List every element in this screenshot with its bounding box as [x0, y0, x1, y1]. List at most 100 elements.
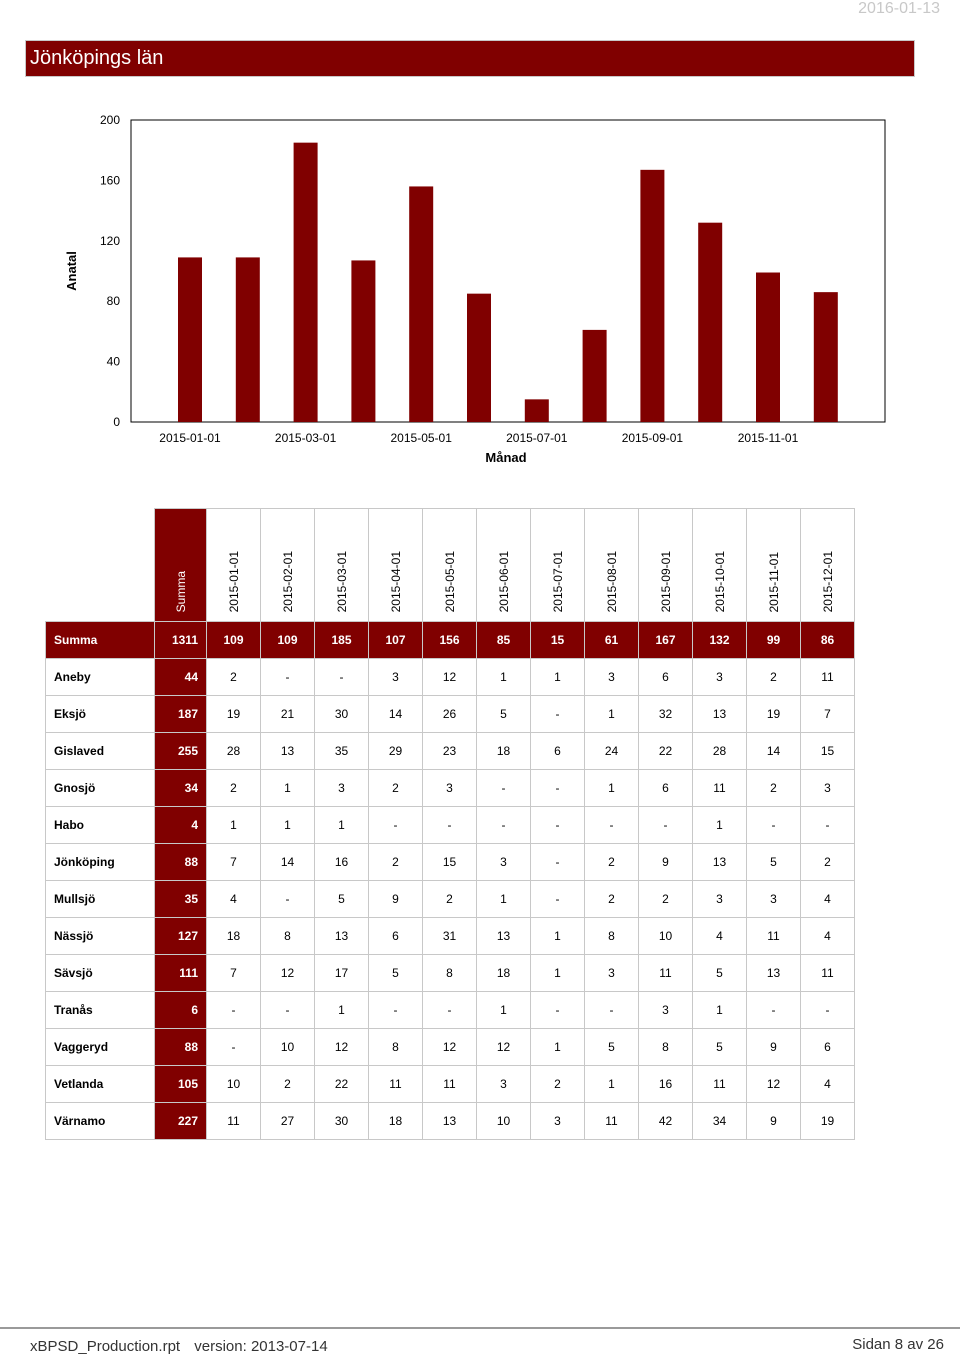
table-cell: 5: [692, 1028, 747, 1066]
table-cell: 2: [206, 658, 261, 696]
table-row: Mullsjö 35 4-5 9 2 1-2 2 3 3 4: [45, 880, 855, 918]
table-header-row: Summa 2015-01-01 2015-02-01 2015-03-01 2015-…: [46, 508, 855, 622]
row-label: Habo: [45, 806, 155, 844]
table-cell: 31: [422, 917, 477, 955]
table-cell: 5: [314, 880, 369, 918]
bar-2015-10-01: [698, 222, 723, 422]
y-axis-title: Anatal: [64, 251, 79, 291]
x-axis-title: Månad: [485, 450, 526, 465]
table-cell: -: [314, 658, 369, 696]
row-total: 1311: [154, 621, 207, 659]
table-cell: 2: [800, 843, 855, 881]
row-total: 44: [154, 658, 207, 696]
table-cell: 1: [530, 917, 585, 955]
column-header-label: 2015-10-01: [712, 550, 727, 612]
table-cell: 6: [530, 732, 585, 770]
table-cell: 2: [422, 880, 477, 918]
table-cell: 11: [368, 1065, 423, 1103]
table-cell: 3: [476, 843, 531, 881]
column-header-2015-11-01: 2015-11-01: [746, 508, 801, 622]
table-cell: 11: [638, 954, 693, 992]
row-total: 111: [154, 954, 207, 992]
table-cell: -: [584, 806, 639, 844]
table-cell: -: [530, 880, 585, 918]
table-cell: -: [638, 806, 693, 844]
table-cell: 18: [476, 954, 531, 992]
row-total: 4: [154, 806, 207, 844]
table-cell: 3: [638, 991, 693, 1029]
table-cell: 2: [368, 843, 423, 881]
table-cell: 13: [476, 917, 531, 955]
table-cell: 3: [476, 1065, 531, 1103]
table-cell: -: [800, 991, 855, 1029]
table-cell: 12: [314, 1028, 369, 1066]
page-title: Jönköpings län: [30, 47, 164, 69]
column-header-label: 2015-12-01: [820, 550, 835, 612]
column-header-label: 2015-08-01: [604, 550, 619, 612]
table-cell: 10: [638, 917, 693, 955]
table-cell: 2: [746, 658, 801, 696]
table-cell: 2: [206, 769, 261, 807]
table-cell: 8: [422, 954, 477, 992]
table-cell: 19: [206, 695, 261, 733]
table-cell: -: [368, 991, 423, 1029]
page-number: Sidan 8 av 26: [852, 1336, 944, 1353]
table-row: Gislaved 255 28 13 35 29 23 18 6 24 22 28 14 15: [45, 732, 855, 770]
table-cell: 5: [692, 954, 747, 992]
footer-info: xBPSD_Production.rpt version: 2013-07-14: [30, 1338, 338, 1355]
table-cell: 8: [260, 917, 315, 955]
table-corner: [46, 509, 155, 622]
table-cell: 32: [638, 695, 693, 733]
table-cell: 14: [746, 732, 801, 770]
table-cell: 3: [800, 769, 855, 807]
table-cell: 23: [422, 732, 477, 770]
table-row: Jönköping 88 7 14 16 2 15 3-2 9 13 5 2: [45, 843, 855, 881]
bar-2015-07-01: [524, 399, 549, 422]
table-cell: 22: [638, 732, 693, 770]
column-header-label: 2015-04-01: [388, 550, 403, 612]
table-cell: 1: [476, 991, 531, 1029]
table-cell: 156: [422, 621, 477, 659]
column-header-label: 2015-01-01: [226, 550, 241, 612]
table-cell: 109: [206, 621, 261, 659]
row-total: 227: [154, 1102, 207, 1140]
table-cell: 10: [206, 1065, 261, 1103]
table-cell: 10: [260, 1028, 315, 1066]
table-cell: 13: [422, 1102, 477, 1140]
y-tick-label: 80: [107, 294, 121, 308]
table-cell: 5: [368, 954, 423, 992]
row-label: Tranås: [45, 991, 155, 1029]
table-cell: 11: [692, 1065, 747, 1103]
table-cell: 86: [800, 621, 855, 659]
table-cell: -: [260, 658, 315, 696]
data-table: Summa 2015-01-01 2015-02-01 2015-03-01 2015-…: [45, 508, 855, 1140]
row-label: Vaggeryd: [45, 1028, 155, 1066]
table-cell: 3: [422, 769, 477, 807]
table-cell: -: [206, 991, 261, 1029]
table-cell: 14: [368, 695, 423, 733]
column-header-2015-04-01: 2015-04-01: [368, 508, 423, 622]
row-label: Gnosjö: [45, 769, 155, 807]
summary-row: Summa 1311 109 109 185 107 156 85 15 61 167 132 99 86: [45, 621, 855, 659]
table-cell: 24: [584, 732, 639, 770]
table-cell: 3: [692, 880, 747, 918]
table-cell: 5: [746, 843, 801, 881]
bar-2015-02-01: [235, 257, 260, 422]
column-header-2015-10-01: 2015-10-01: [692, 508, 747, 622]
table-cell: 15: [800, 732, 855, 770]
table-cell: 16: [314, 843, 369, 881]
table-cell: 3: [746, 880, 801, 918]
table-cell: -: [260, 880, 315, 918]
column-header-2015-07-01: 2015-07-01: [530, 508, 585, 622]
row-total: 187: [154, 695, 207, 733]
title-banner: Jönköpings län: [25, 40, 915, 77]
table-row: Nässjö 127 18 8 13 6 31 13 1 8 10 4 11 4: [45, 917, 855, 955]
table-cell: 18: [206, 917, 261, 955]
row-total: 88: [154, 1028, 207, 1066]
table-cell: 13: [260, 732, 315, 770]
table-cell: 8: [638, 1028, 693, 1066]
table-cell: 16: [638, 1065, 693, 1103]
table-row: Habo 4 1 1 1- - - - - -1- -: [45, 806, 855, 844]
table-row: Aneby 44 2- -3 12 1 1 3 6 3 2 11: [45, 658, 855, 696]
table-cell: 7: [800, 695, 855, 733]
